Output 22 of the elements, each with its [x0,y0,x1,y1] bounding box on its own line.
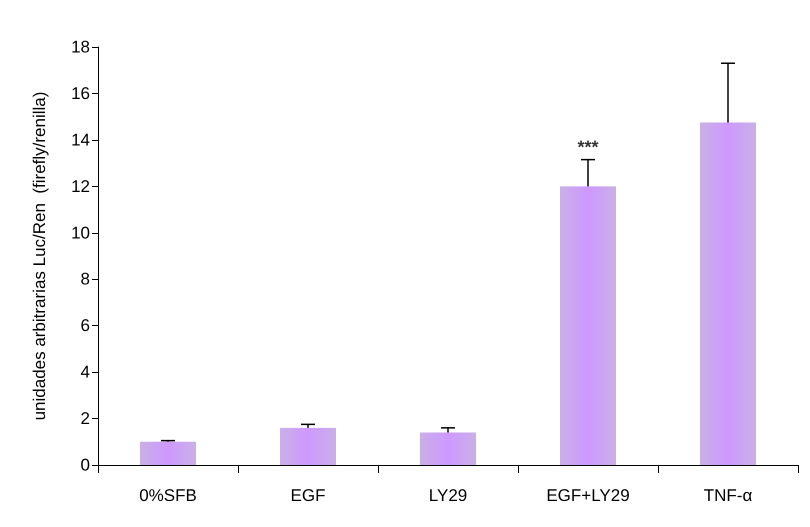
y-tick-label: 2 [80,409,90,428]
annotation: *** [577,137,599,158]
x-tick-label: EGF+LY29 [546,486,630,505]
y-tick-label: 14 [71,130,90,150]
bar [700,122,756,465]
y-tick-label: 18 [71,38,90,56]
bar [280,428,336,465]
bar [420,432,476,465]
y-tick-label: 6 [80,316,90,336]
y-tick-label: 0 [80,456,90,474]
y-tick-label: 12 [71,176,90,196]
x-tick-label: LY29 [428,486,468,505]
y-tick-label: 16 [71,84,90,103]
bar [140,442,196,465]
bar [560,186,616,465]
x-tick-label: 0%SFB [139,486,197,505]
x-tick-label: EGF [290,486,326,505]
y-tick-label: 10 [71,223,90,242]
y-tick-label: 4 [80,362,90,382]
y-axis-title: unidades arbitrarias Luc/Ren (firefly/renilla) [30,92,49,420]
x-tick-label: TNF-α [704,486,752,505]
y-tick-label: 8 [80,270,90,289]
